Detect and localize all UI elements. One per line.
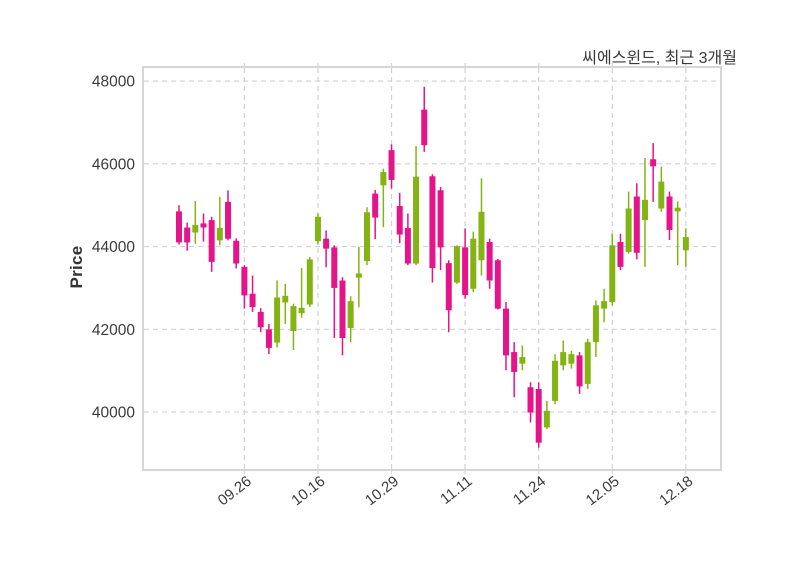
candle-body	[306, 259, 313, 305]
candle-body	[502, 308, 509, 356]
x-tick-label: 11.11	[437, 473, 475, 508]
x-tick-label: 11.24	[510, 473, 549, 509]
candle-body	[249, 293, 256, 307]
candle-body	[364, 212, 371, 262]
candle-body	[225, 201, 232, 239]
candle-body	[216, 227, 223, 241]
candle-body	[633, 196, 640, 253]
x-tick-label: 12.18	[656, 473, 696, 510]
y-tick-label: 40000	[92, 405, 135, 422]
candle-body	[175, 211, 182, 243]
candle-body	[233, 240, 240, 264]
candle-body	[192, 225, 199, 233]
y-tick-label: 48000	[92, 74, 135, 91]
candle-body	[658, 181, 665, 209]
candle-body	[372, 193, 379, 218]
candle-body	[380, 172, 387, 186]
candle-body	[413, 176, 420, 264]
x-tick-label: 09.26	[215, 473, 255, 510]
x-tick-label: 10.29	[362, 473, 402, 510]
plot-frame	[142, 66, 722, 471]
candle-body	[625, 208, 632, 252]
candle-body	[568, 354, 575, 364]
x-tick-label: 10.16	[288, 473, 328, 510]
candle-body	[314, 216, 321, 242]
candle-body	[641, 199, 648, 221]
candle-body	[576, 355, 583, 387]
candle-body	[453, 246, 460, 283]
candle-body	[519, 357, 526, 364]
candle-body	[666, 196, 673, 231]
candle-body	[543, 410, 550, 428]
candle-body	[208, 220, 215, 262]
candle-body	[478, 211, 485, 261]
candle-body	[421, 109, 428, 146]
candle-body	[601, 301, 608, 309]
candle-body	[682, 237, 689, 251]
y-tick-label: 42000	[92, 322, 135, 339]
candle-body	[486, 242, 493, 281]
candle-body	[265, 329, 272, 348]
y-tick-label: 44000	[92, 239, 135, 256]
candle-body	[609, 245, 616, 303]
candle-body	[388, 150, 395, 180]
candle-body	[274, 297, 281, 343]
candle-body	[494, 260, 501, 309]
candle-body	[470, 238, 477, 289]
candle-body	[355, 273, 362, 278]
candle-body	[437, 190, 444, 248]
candle-body	[241, 266, 248, 296]
candle-body	[462, 247, 469, 295]
x-tick-label: 12.05	[583, 473, 623, 510]
candle-body	[298, 307, 305, 314]
candle-body	[339, 280, 346, 339]
candle-body	[445, 263, 452, 311]
candle-body	[257, 311, 264, 328]
y-axis-label: Price	[67, 245, 86, 289]
candle-body	[592, 305, 599, 343]
candle-body	[282, 295, 289, 303]
candle-body	[184, 227, 191, 243]
candle-body	[584, 342, 591, 384]
candle-body	[511, 352, 518, 372]
candle-body	[617, 242, 624, 267]
candle-body	[560, 352, 567, 366]
candle-body	[527, 387, 534, 413]
candle-body	[290, 306, 297, 331]
candle-body	[396, 206, 403, 235]
candle-body	[650, 159, 657, 167]
candle-body	[552, 360, 559, 401]
candle-body	[404, 227, 411, 264]
candle-body	[535, 388, 542, 443]
candle-body	[429, 176, 436, 269]
chart-title: 씨에스윈드, 최근 3개월	[582, 50, 737, 67]
candle-body	[674, 207, 681, 212]
candle-body	[200, 223, 207, 228]
candle-body	[323, 238, 330, 249]
y-tick-label: 46000	[92, 156, 135, 173]
candle-body	[347, 301, 354, 329]
candle-body	[331, 247, 338, 288]
